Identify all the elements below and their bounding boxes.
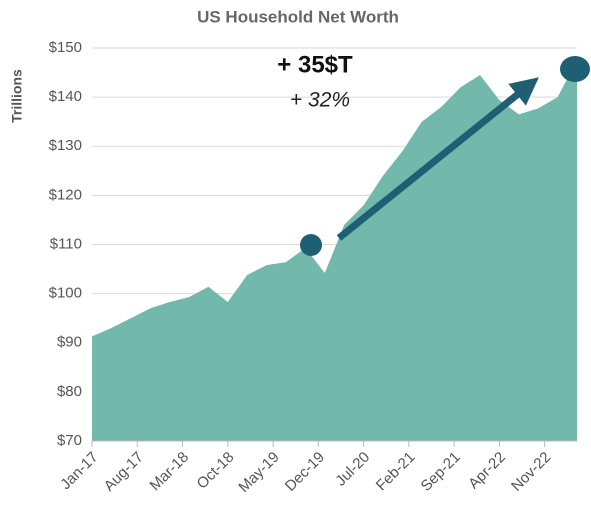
x-tick-label: Nov-22 — [508, 449, 554, 495]
x-tick-label: Aug-17 — [101, 449, 147, 495]
y-tick-label: $120 — [49, 186, 82, 203]
annotation: + 35$T — [277, 51, 353, 78]
y-tick-label: $140 — [49, 88, 82, 105]
x-tick-label: Jul-20 — [332, 449, 373, 490]
y-axis-label: Trillions — [9, 69, 25, 123]
y-tick-label: $150 — [49, 39, 82, 56]
x-tick-label: Feb-21 — [373, 449, 419, 495]
x-tick-label: Jan-17 — [57, 449, 101, 493]
plot — [92, 60, 577, 441]
annotation: + 32% — [290, 89, 350, 112]
y-tick-label: $100 — [49, 285, 82, 302]
chart-title: US Household Net Worth — [197, 7, 399, 26]
x-tick-label: Sep-21 — [418, 449, 464, 495]
x-tick-label: Dec-19 — [282, 449, 328, 495]
y-tick-label: $110 — [50, 235, 82, 252]
y-tick-label: $130 — [49, 137, 82, 154]
y-tick-label: $80 — [57, 383, 82, 400]
x-tick-label: Oct-18 — [194, 449, 238, 493]
area — [92, 60, 577, 441]
x-tick-label: Apr-22 — [465, 449, 509, 493]
y-tick-label: $90 — [57, 334, 82, 351]
arrow — [336, 77, 539, 241]
highlight-dot — [560, 56, 590, 82]
x-tick-label: Mar-18 — [147, 449, 193, 495]
y-tick-label: $70 — [57, 432, 82, 449]
highlight-dot — [300, 234, 322, 256]
x-tick-label: May-19 — [235, 449, 282, 496]
